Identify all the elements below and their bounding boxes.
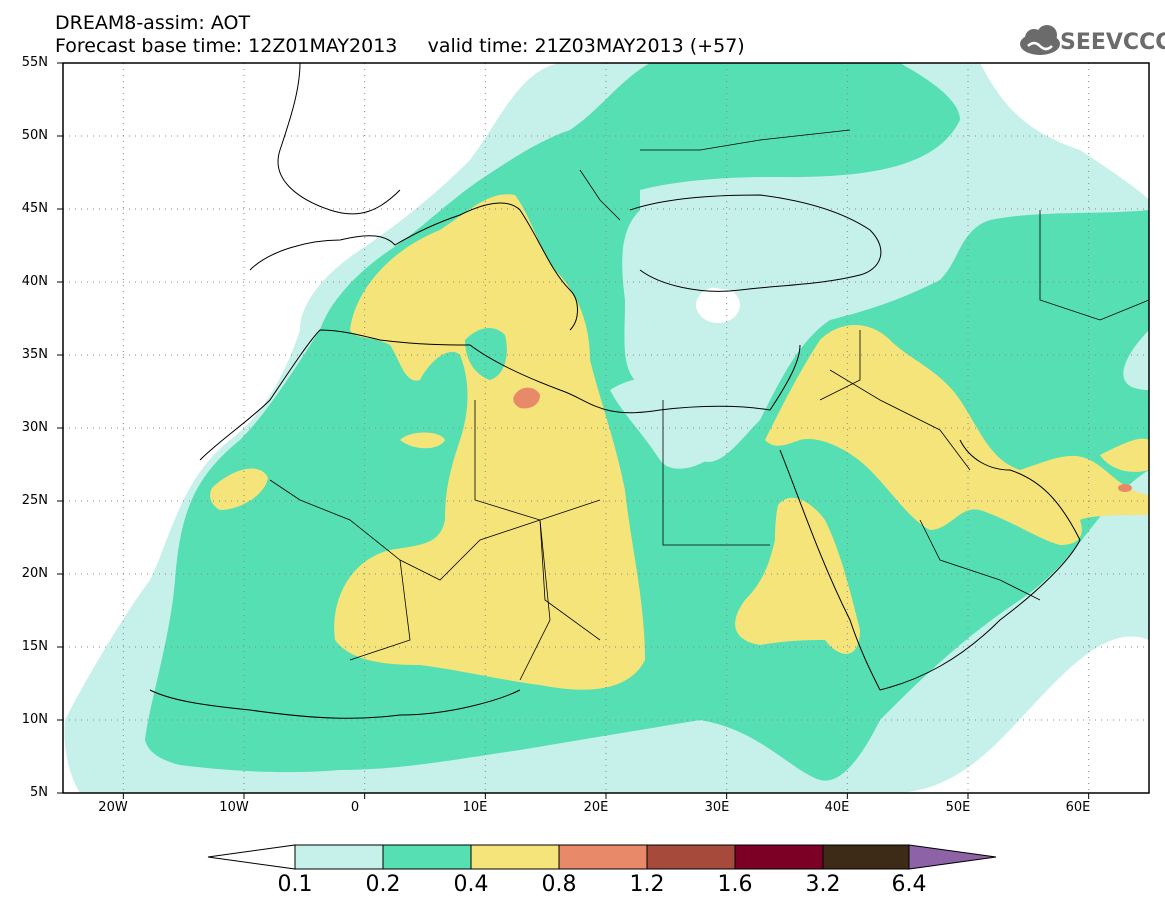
- lat-label: 45N: [21, 201, 48, 216]
- lon-label: 20W: [98, 800, 128, 815]
- aot-band-0.8-1.2-libya: [513, 387, 540, 409]
- aot-band-0.2-0.4-tunisia: [465, 328, 507, 380]
- colorbar-under-arrow: [207, 844, 296, 870]
- colorbar-swatch: [822, 844, 910, 870]
- lat-label: 55N: [21, 55, 48, 70]
- colorbar-label: 3.2: [805, 872, 841, 897]
- lat-label: 50N: [21, 128, 48, 143]
- colorbar-swatch: [558, 844, 648, 870]
- lon-label: 30E: [704, 800, 730, 815]
- colorbar-swatch: [646, 844, 736, 870]
- colorbar-label: 0.1: [277, 872, 313, 897]
- colorbar-swatch: [734, 844, 824, 870]
- lon-label: 10W: [219, 800, 249, 815]
- lat-label: 15N: [21, 639, 48, 654]
- coastlines: [149, 63, 1081, 719]
- aot-band-0.4-0.8-sudan: [735, 497, 860, 654]
- lon-label: 40E: [824, 800, 850, 815]
- colorbar-over-arrow: [908, 844, 997, 870]
- colorbar-label: 1.6: [717, 872, 753, 897]
- lon-label: 0: [350, 800, 360, 815]
- lat-label: 40N: [21, 274, 48, 289]
- lat-label: 10N: [21, 712, 48, 727]
- aot-band-0.1-0.2-libya: [610, 373, 753, 469]
- colorbar: [207, 844, 997, 870]
- colorbar-swatch: [294, 844, 384, 870]
- lat-label: 25N: [21, 493, 48, 508]
- lon-label: 10E: [462, 800, 488, 815]
- aot-band-0.4-0.8-algeria-patch: [400, 432, 445, 449]
- aot-band-0.4-0.8-mauritania: [210, 468, 268, 510]
- colorbar-swatch: [382, 844, 472, 870]
- lon-label: 60E: [1065, 800, 1091, 815]
- logo-text: SEEVCCC: [1060, 30, 1165, 55]
- colorbar-label: 6.4: [891, 872, 927, 897]
- forecast-times: Forecast base time: 12Z01MAY2013 valid t…: [55, 35, 745, 57]
- lat-label: 20N: [21, 566, 48, 581]
- lat-label: 35N: [21, 347, 48, 362]
- lon-label: 20E: [583, 800, 609, 815]
- colorbar-label: 0.8: [541, 872, 577, 897]
- colorbar-label: 0.4: [453, 872, 489, 897]
- aot-clear-aegean: [696, 287, 740, 323]
- colorbar-swatch: [470, 844, 560, 870]
- aot-band-0.4-0.8-arabia: [765, 325, 1149, 545]
- cloud-icon: [1020, 25, 1060, 55]
- aot-band-0.4-0.8-oman: [1100, 438, 1149, 472]
- lat-label: 5N: [30, 785, 48, 800]
- lon-label: 50E: [945, 800, 971, 815]
- map-title: DREAM8-assim: AOT: [55, 12, 251, 34]
- colorbar-label: 0.2: [365, 872, 401, 897]
- colorbar-label: 1.2: [629, 872, 665, 897]
- aot-band-0.8-1.2-iran: [1118, 484, 1132, 492]
- lat-label: 30N: [21, 420, 48, 435]
- borders: [269, 129, 1149, 681]
